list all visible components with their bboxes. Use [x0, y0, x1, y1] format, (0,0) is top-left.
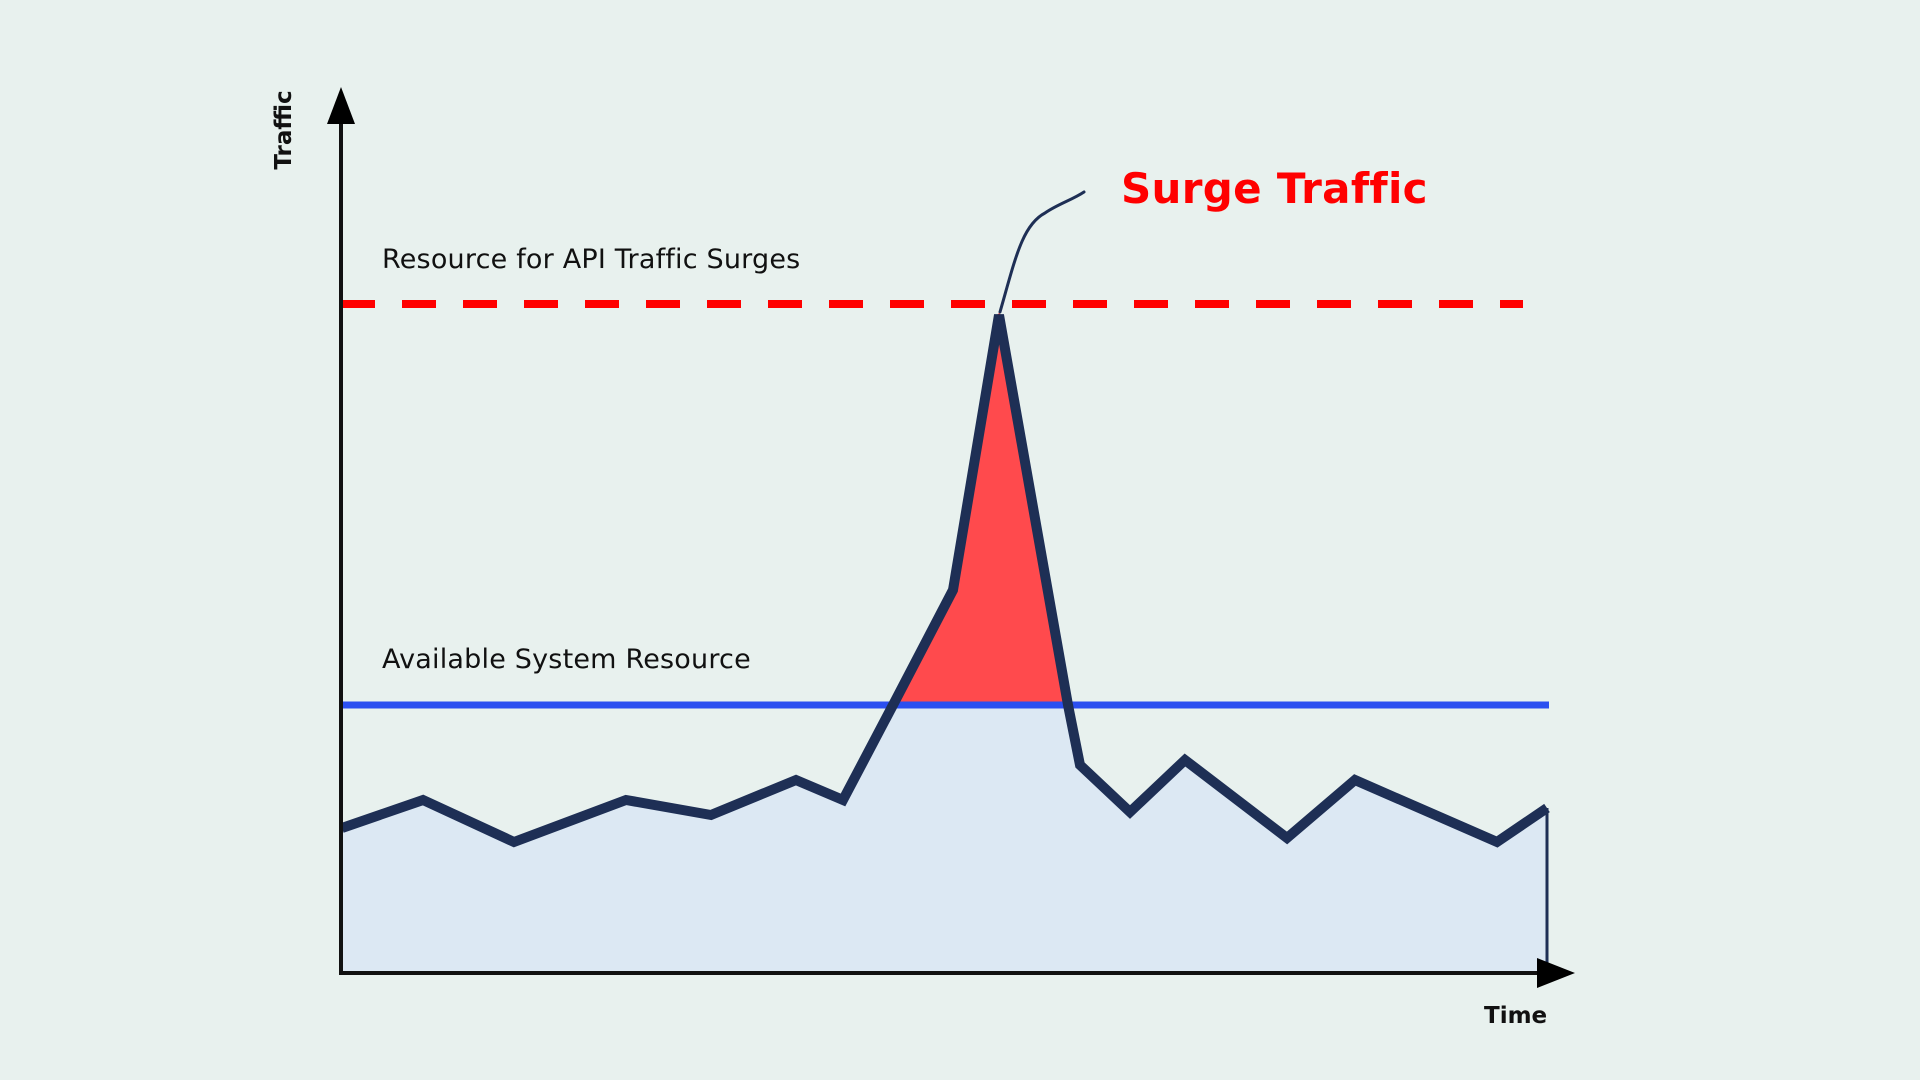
x-axis-label: Time: [1484, 1003, 1548, 1029]
y-axis-label: Traffic: [271, 90, 297, 170]
surge-traffic-annotation: Surge Traffic: [1121, 164, 1428, 213]
annotation-leader-line: [998, 190, 1086, 314]
traffic-line: [340, 314, 1550, 848]
surge-resource-label: Resource for API Traffic Surges: [382, 244, 801, 275]
available-resource-label: Available System Resource: [382, 644, 751, 675]
y-axis-arrow-icon: [327, 87, 355, 124]
x-axis-arrow-icon: [1537, 958, 1575, 988]
